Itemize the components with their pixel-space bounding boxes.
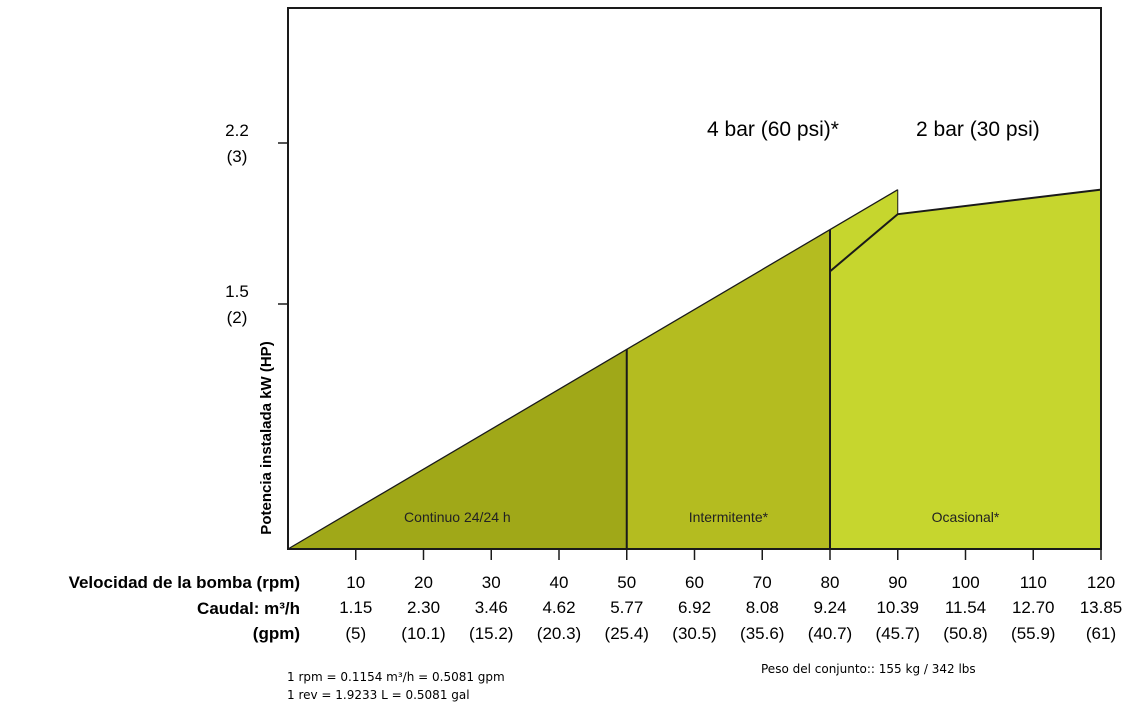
series-line-4bar <box>287 189 899 550</box>
x-tick-label-rpm: 90 <box>888 573 907 592</box>
note-conversion-1: 1 rpm = 0.1154 m³/h = 0.5081 gpm <box>287 670 505 684</box>
x-row-label-rpm: Velocidad de la bomba (rpm) <box>69 573 300 592</box>
series-label-4bar: 4 bar (60 psi)* <box>707 118 839 141</box>
zone-label-intermitente: Intermitente* <box>689 509 769 525</box>
series-label-2bar: 2 bar (30 psi) <box>916 118 1040 141</box>
x-tick-label-gpm: (10.1) <box>401 624 445 643</box>
x-tick-label-rpm: 100 <box>951 573 979 592</box>
x-tick-label-caudal: 8.08 <box>746 598 779 617</box>
x-tick-label-gpm: (61) <box>1086 624 1116 643</box>
x-row-label-gpm: (gpm) <box>253 624 300 643</box>
x-tick-label-rpm: 120 <box>1087 573 1115 592</box>
x-tick-label-caudal: 12.70 <box>1012 598 1055 617</box>
x-tick-label-rpm: 30 <box>482 573 501 592</box>
x-axis: 10 1.15 (5) 20 2.30 (10.1) 30 3.46 (15.2) 40 4.62 (… <box>339 549 1122 643</box>
y-tick-sublabel: (2) <box>227 308 248 327</box>
x-tick-label-gpm: (50.8) <box>943 624 987 643</box>
x-tick-label-caudal: 1.15 <box>339 598 372 617</box>
x-row-label-caudal: Caudal: m³/h <box>197 599 300 618</box>
x-tick-label-gpm: (15.2) <box>469 624 513 643</box>
x-tick-label-caudal: 3.46 <box>475 598 508 617</box>
y-tick-label: 2.2 <box>225 121 249 140</box>
x-tick-label-gpm: (40.7) <box>808 624 852 643</box>
x-tick-label-gpm: (20.3) <box>537 624 581 643</box>
x-tick-label-rpm: 40 <box>550 573 569 592</box>
y-tick-label: 1.5 <box>225 282 249 301</box>
x-tick-label-caudal: 13.85 <box>1080 598 1123 617</box>
x-tick-label-rpm: 110 <box>1020 573 1047 592</box>
note-conversion-2: 1 rev = 1.9233 L = 0.5081 gal <box>287 688 470 702</box>
note-weight: Peso del conjunto:: 155 kg / 342 lbs <box>761 662 976 676</box>
x-tick-label-caudal: 11.54 <box>945 598 986 617</box>
x-tick-label-gpm: (45.7) <box>876 624 920 643</box>
x-tick-label-rpm: 10 <box>346 573 365 592</box>
x-tick-label-caudal: 9.24 <box>813 598 846 617</box>
x-tick-label-rpm: 50 <box>617 573 636 592</box>
x-tick-label-gpm: (35.6) <box>740 624 784 643</box>
x-tick-label-rpm: 20 <box>414 573 433 592</box>
y-axis: 1.5 (2) 2.2 (3) <box>225 121 288 327</box>
series-line-2bar <box>829 188 1102 273</box>
x-tick-label-gpm: (55.9) <box>1011 624 1055 643</box>
x-tick-label-caudal: 2.30 <box>407 598 440 617</box>
zones-layer: Continuo 24/24 h Intermitente* Ocasional* <box>288 189 1101 549</box>
y-axis-title: Potencia instalada kW (HP) <box>258 341 275 534</box>
x-tick-label-caudal: 4.62 <box>542 598 575 617</box>
x-tick-label-rpm: 80 <box>821 573 840 592</box>
x-tick-label-rpm: 70 <box>753 573 772 592</box>
x-tick-label-rpm: 60 <box>685 573 704 592</box>
x-tick-label-gpm: (5) <box>345 624 366 643</box>
zone-ocasional <box>830 189 1101 549</box>
x-tick-label-caudal: 6.92 <box>678 598 711 617</box>
x-tick-label-caudal: 10.39 <box>876 598 919 617</box>
y-tick-sublabel: (3) <box>227 147 248 166</box>
zone-intermitente <box>626 229 830 549</box>
x-tick-label-gpm: (25.4) <box>605 624 649 643</box>
zone-label-continuo: Continuo 24/24 h <box>404 509 511 525</box>
series-lines <box>287 188 1102 550</box>
zone-label-ocasional: Ocasional* <box>932 509 1000 525</box>
x-tick-label-gpm: (30.5) <box>672 624 716 643</box>
x-tick-label-caudal: 5.77 <box>610 598 643 617</box>
